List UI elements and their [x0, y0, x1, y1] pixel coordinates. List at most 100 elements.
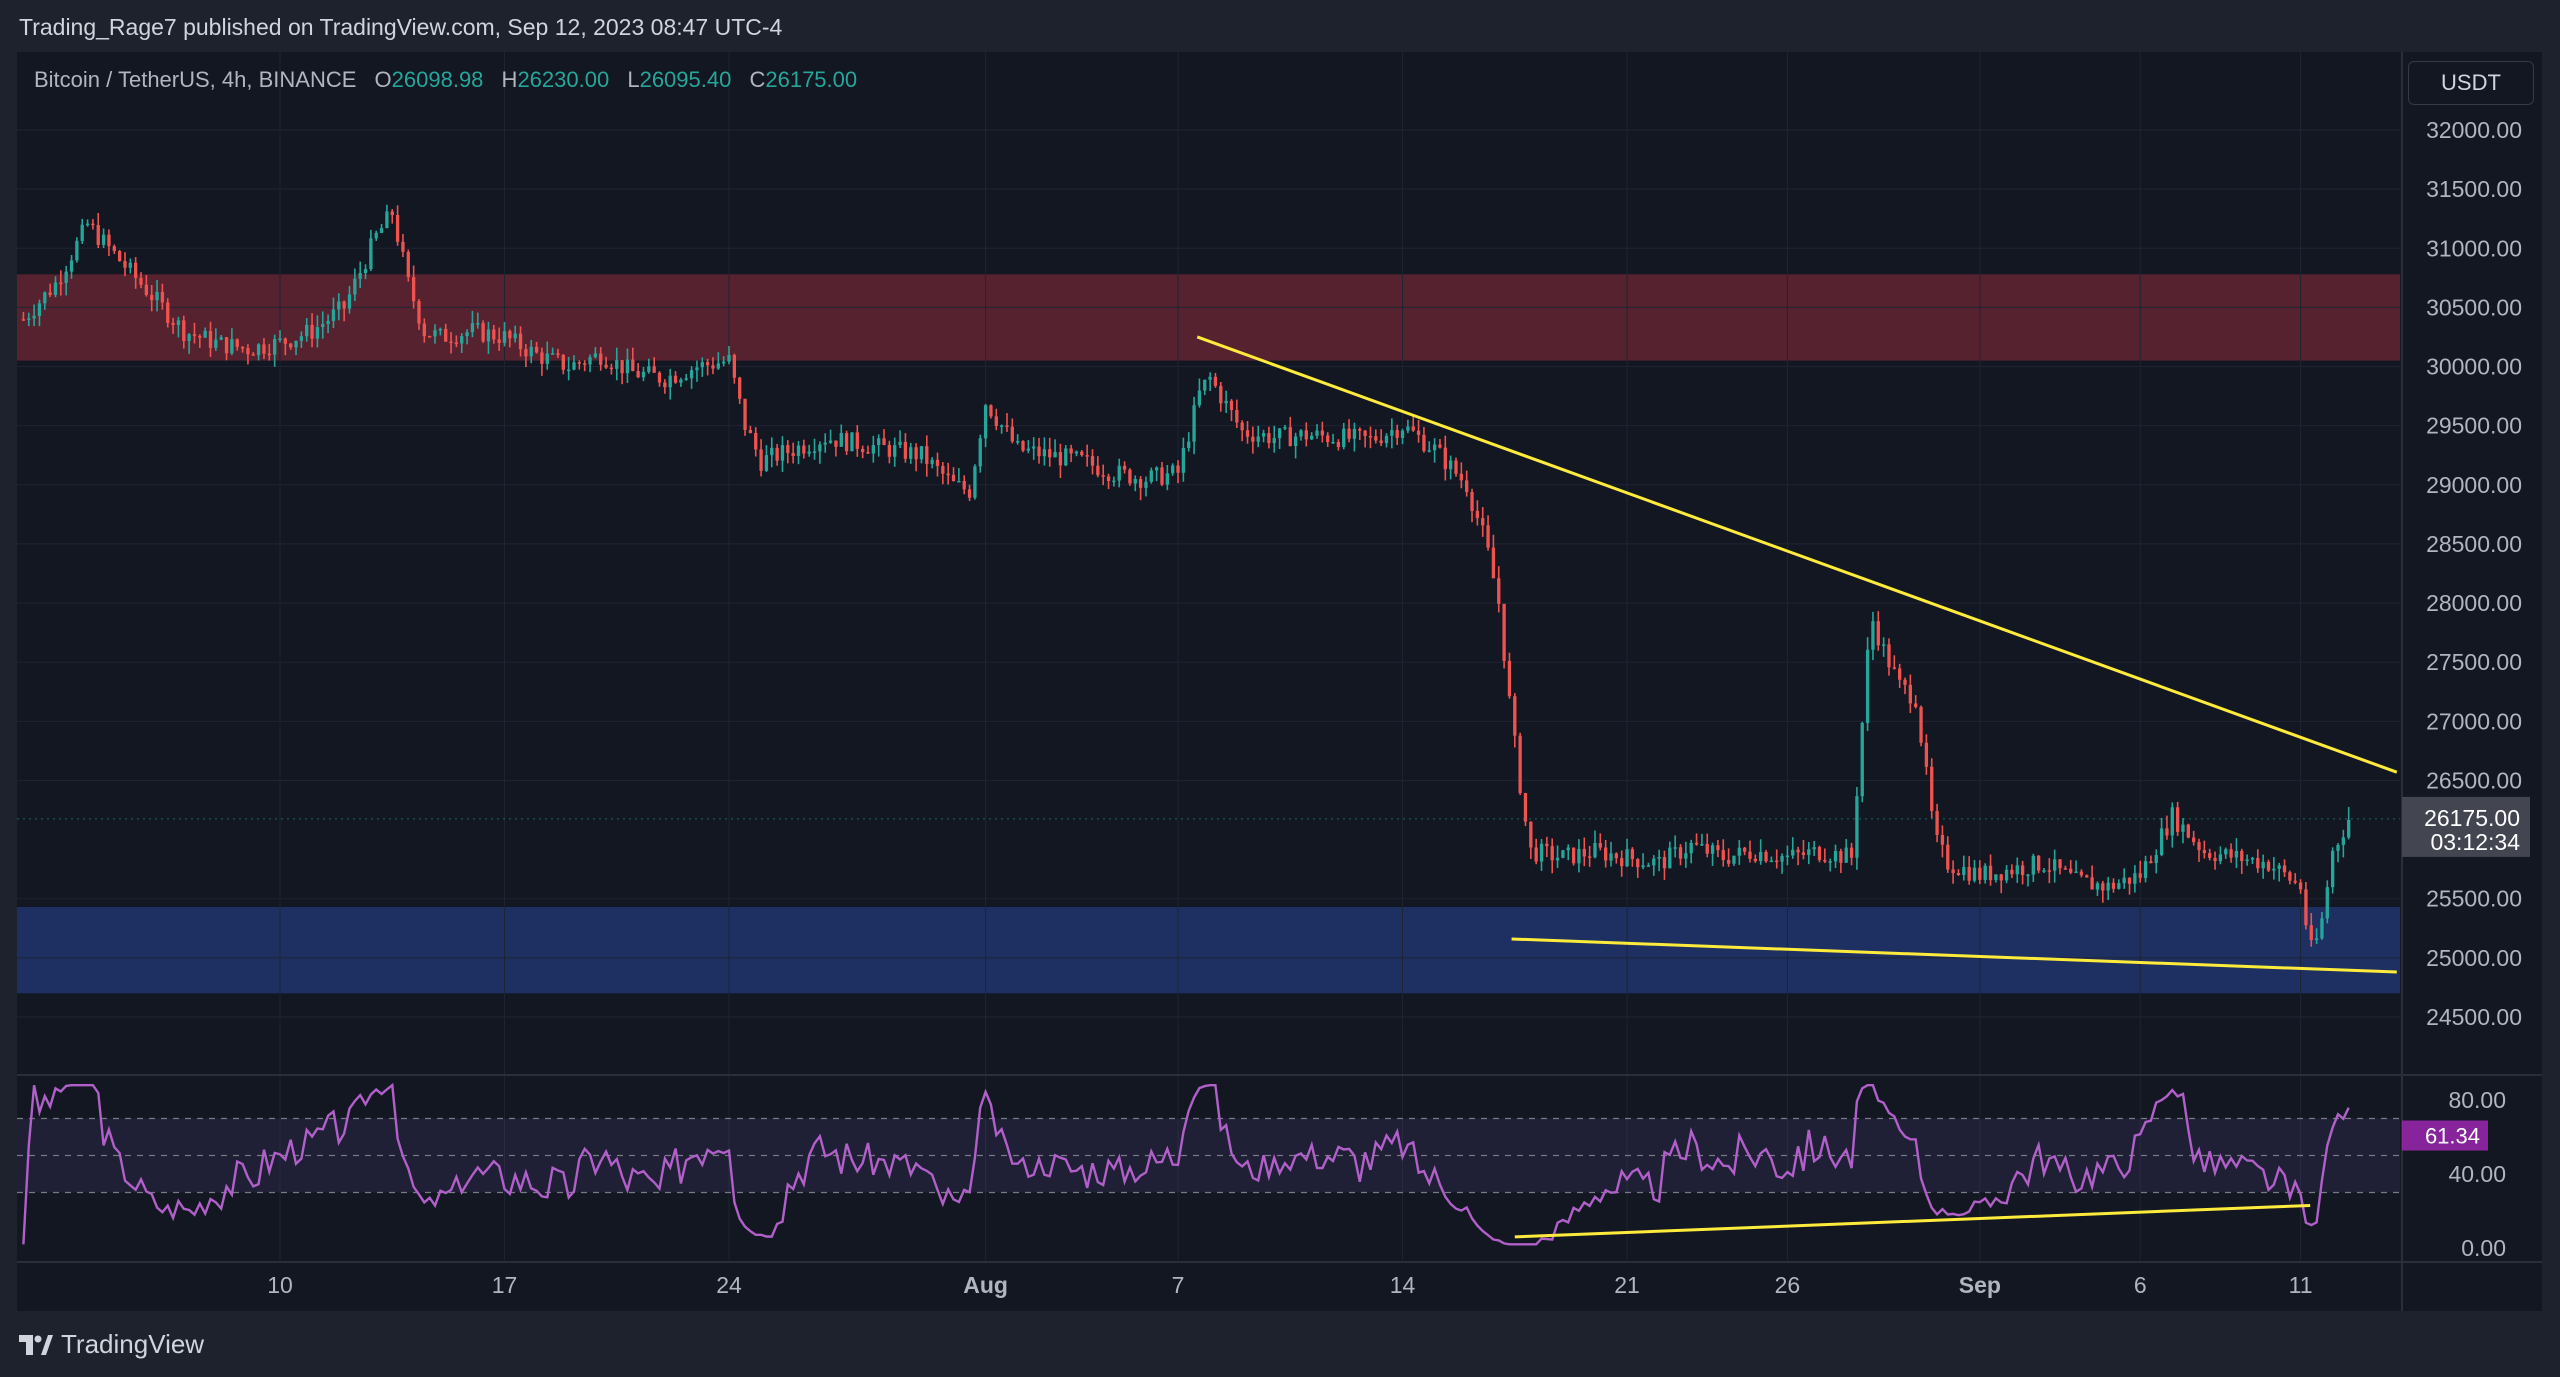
candle-body — [994, 416, 998, 426]
candle-body — [791, 453, 795, 456]
candle-body — [1048, 449, 1052, 458]
candle-body — [684, 378, 688, 380]
candle-body — [2336, 844, 2340, 851]
candle-body — [583, 363, 587, 365]
candle-body — [1700, 843, 1704, 846]
candle-body — [2197, 842, 2201, 851]
chart-area[interactable] — [17, 52, 2542, 1311]
candle-body — [786, 445, 790, 454]
candle-body — [369, 238, 373, 270]
candle-body — [2106, 882, 2110, 891]
candle-body — [764, 455, 769, 471]
candle-body — [1491, 547, 1496, 579]
candle-body — [1807, 849, 1811, 856]
candle-body — [641, 371, 646, 378]
candle-body — [449, 341, 453, 344]
candle-body — [534, 346, 539, 353]
candle-body — [2175, 807, 2180, 832]
candle-body — [1192, 405, 1196, 442]
candle-body — [1620, 858, 1624, 867]
candle-body — [1016, 441, 1020, 443]
candle-body — [871, 445, 875, 454]
candle-body — [695, 367, 699, 371]
candle-body — [711, 365, 715, 369]
candle-body — [358, 273, 362, 279]
candle-body — [1978, 867, 1982, 880]
candle-body — [374, 232, 378, 239]
candle-body — [48, 292, 52, 295]
candle-body — [1160, 467, 1164, 485]
candle-body — [2277, 865, 2281, 869]
candle-body — [1780, 856, 1784, 862]
close-label: C — [749, 67, 766, 92]
tradingview-logo[interactable]: TradingView — [19, 1329, 204, 1360]
candle-body — [1128, 469, 1132, 484]
candle-body — [2341, 837, 2345, 845]
candle-body — [1352, 428, 1357, 439]
footer-bar — [0, 1311, 2560, 1377]
candle-body — [69, 260, 74, 272]
candle-body — [834, 440, 838, 447]
candle-body — [957, 480, 961, 483]
candle-body — [1759, 851, 1763, 862]
candle-body — [486, 329, 491, 342]
candle-body — [823, 442, 827, 445]
candle-body — [1219, 385, 1223, 404]
candle-body — [1005, 425, 1009, 427]
candle-body — [1267, 433, 1271, 444]
publisher-info: Trading_Rage7 published on TradingView.c… — [19, 14, 783, 40]
candle-body — [1213, 376, 1218, 386]
candle-body — [1764, 851, 1768, 862]
candle-body — [101, 234, 106, 245]
candle-body — [1358, 428, 1362, 431]
candle-body — [1657, 857, 1661, 859]
candle-body — [107, 234, 111, 247]
candle-body — [2218, 854, 2223, 862]
candle-body — [502, 331, 507, 343]
candle-body — [96, 225, 100, 245]
candle-body — [545, 353, 549, 364]
price-tick-label: 25500.00 — [2426, 886, 2522, 912]
candle-body — [1892, 667, 1896, 669]
time-tick-label: 10 — [267, 1272, 293, 1298]
candle-body — [32, 315, 36, 319]
price-tick-label: 29500.00 — [2426, 413, 2522, 439]
currency-button[interactable]: USDT — [2408, 61, 2534, 105]
candle-body — [1165, 473, 1169, 485]
candle-body — [1240, 422, 1244, 431]
candle-body — [1823, 859, 1827, 862]
tradingview-logo-icon — [19, 1334, 53, 1355]
candle-body — [1972, 867, 1977, 881]
candle-body — [1726, 860, 1731, 864]
candle-body — [657, 372, 662, 383]
candle-body — [593, 353, 598, 358]
candle-body — [1646, 865, 1651, 867]
candle-body — [1999, 874, 2003, 881]
candle-body — [2170, 807, 2174, 836]
candle-body — [812, 451, 817, 453]
candle-body — [919, 446, 924, 460]
candle-body — [1310, 435, 1314, 440]
candle-body — [2159, 828, 2164, 855]
time-tick-label: 7 — [1172, 1272, 1185, 1298]
candle-body — [540, 352, 544, 364]
candle-body — [818, 444, 822, 452]
candle-body — [1112, 480, 1116, 483]
candle-body — [775, 447, 779, 461]
candle-body — [1411, 426, 1415, 431]
candle-body — [2095, 883, 2100, 890]
candle-body — [2042, 870, 2046, 872]
candle-body — [2026, 874, 2030, 877]
candle-body — [1940, 834, 1945, 845]
candle-body — [1053, 452, 1057, 458]
candle-body — [1967, 866, 1971, 881]
candle-body — [1347, 428, 1351, 439]
candle-body — [1641, 865, 1645, 868]
candle-body — [1261, 433, 1266, 437]
candle-body — [909, 447, 913, 459]
candle-body — [1283, 427, 1287, 429]
candle-body — [422, 323, 426, 337]
candle-body — [1593, 842, 1597, 858]
candle-body — [844, 433, 849, 452]
candle-body — [112, 246, 116, 252]
